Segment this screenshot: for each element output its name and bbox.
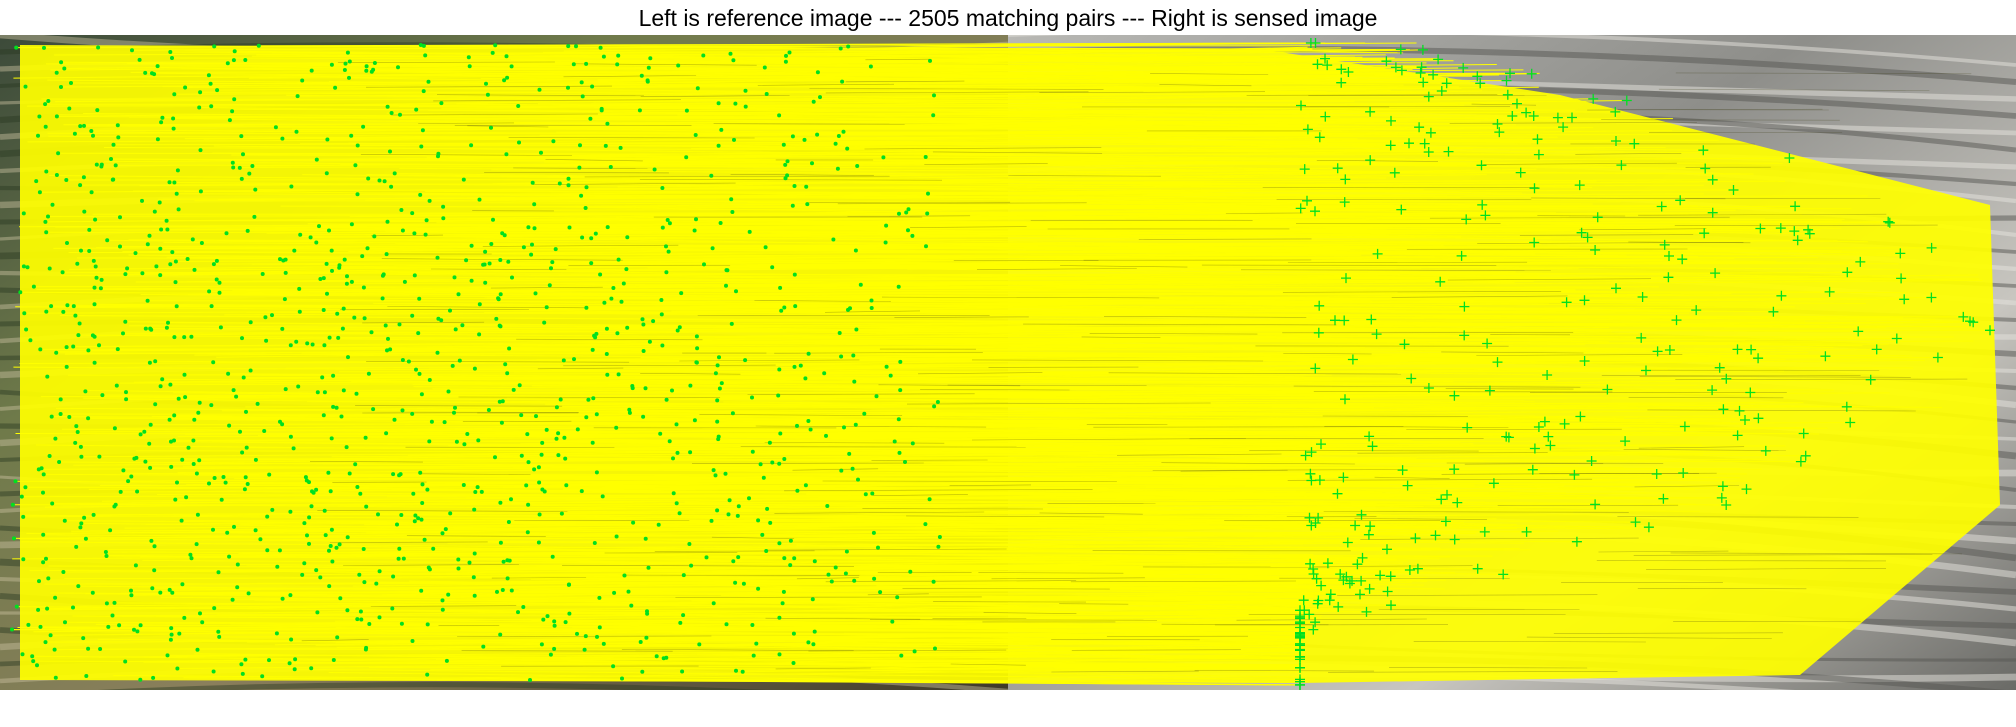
figure-title: Left is reference image --- 2505 matchin… [638,5,1378,31]
match-line-bundle [20,45,2000,683]
matching-canvas [0,35,2016,690]
sensed-keypoints [1295,38,1995,690]
reference-keypoints [10,43,942,682]
match-figure [0,35,2016,690]
